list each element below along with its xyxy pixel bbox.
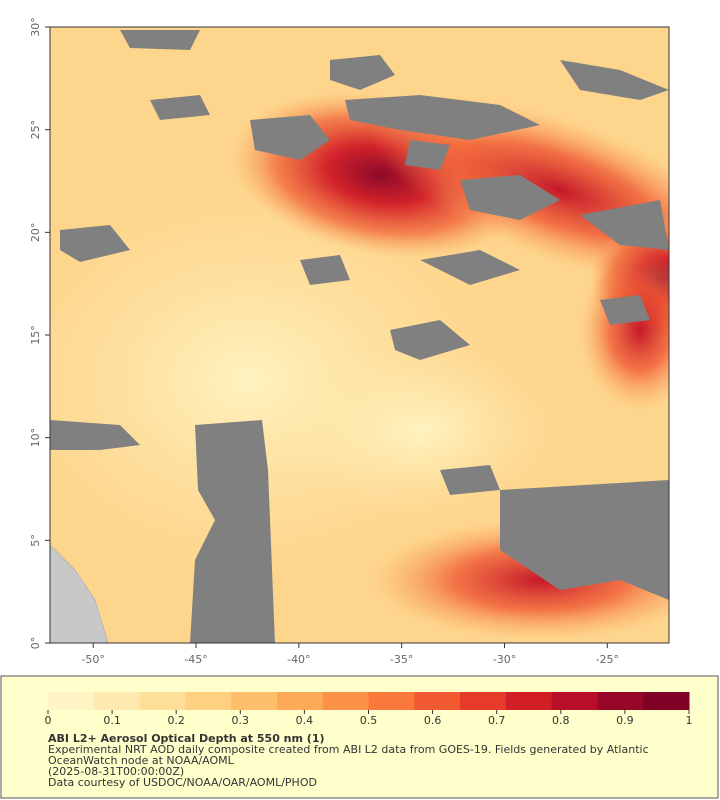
colorbar-step bbox=[368, 692, 415, 710]
x-tick-label: -50° bbox=[81, 653, 104, 666]
colorbar-step bbox=[276, 692, 324, 710]
y-tick-label: 0° bbox=[29, 637, 42, 650]
y-tick-label: 15° bbox=[29, 325, 42, 345]
colorbar-step bbox=[48, 692, 95, 710]
colorbar-tick-label: 1 bbox=[686, 714, 693, 727]
colorbar-tick-label: 0.2 bbox=[167, 714, 185, 727]
note: Data courtesy of USDOC/NOAA/OAR/AOML/PHO… bbox=[48, 776, 317, 789]
colorbar-tick-label: 0.4 bbox=[296, 714, 314, 727]
colorbar-tick-label: 0.1 bbox=[103, 714, 121, 727]
y-tick-label: 10° bbox=[29, 428, 42, 448]
y-tick-label: 25° bbox=[29, 120, 42, 140]
colorbar-step bbox=[643, 692, 690, 710]
colorbar-step bbox=[597, 692, 644, 710]
colorbar-tick-label: 0.6 bbox=[424, 714, 442, 727]
x-tick-label: -35° bbox=[390, 653, 413, 666]
colorbar-tick-label: 0 bbox=[45, 714, 52, 727]
colorbar-step bbox=[93, 692, 141, 710]
colorbar-step bbox=[185, 692, 232, 710]
colorbar-step bbox=[322, 692, 369, 710]
map-image bbox=[50, 27, 669, 643]
y-tick-label: 30° bbox=[29, 17, 42, 37]
colorbar-step bbox=[414, 692, 461, 710]
colorbar-step bbox=[139, 692, 186, 710]
colorbar-tick-label: 0.5 bbox=[360, 714, 378, 727]
x-tick-label: -45° bbox=[184, 653, 207, 666]
colorbar-tick-label: 0.3 bbox=[232, 714, 250, 727]
colorbar-tick-label: 0.9 bbox=[616, 714, 634, 727]
x-tick-label: -40° bbox=[287, 653, 310, 666]
colorbar-tick-label: 0.7 bbox=[488, 714, 506, 727]
colorbar-step bbox=[231, 692, 278, 710]
colorbar-step bbox=[460, 692, 507, 710]
y-tick-label: 20° bbox=[29, 223, 42, 243]
y-tick-label: 5° bbox=[29, 534, 42, 547]
colorbar-tick-label: 0.8 bbox=[552, 714, 570, 727]
x-tick-label: -30° bbox=[493, 653, 516, 666]
note: (2025-08-31T00:00:00Z) bbox=[48, 765, 184, 778]
note: Experimental NRT AOD daily composite cre… bbox=[48, 743, 649, 756]
colorbar-step bbox=[505, 692, 553, 710]
colorbar-step bbox=[551, 692, 598, 710]
legend-title: ABI L2+ Aerosol Optical Depth at 550 nm … bbox=[48, 732, 325, 745]
note: OceanWatch node at NOAA/AOML bbox=[48, 754, 235, 767]
x-tick-label: -25° bbox=[596, 653, 619, 666]
